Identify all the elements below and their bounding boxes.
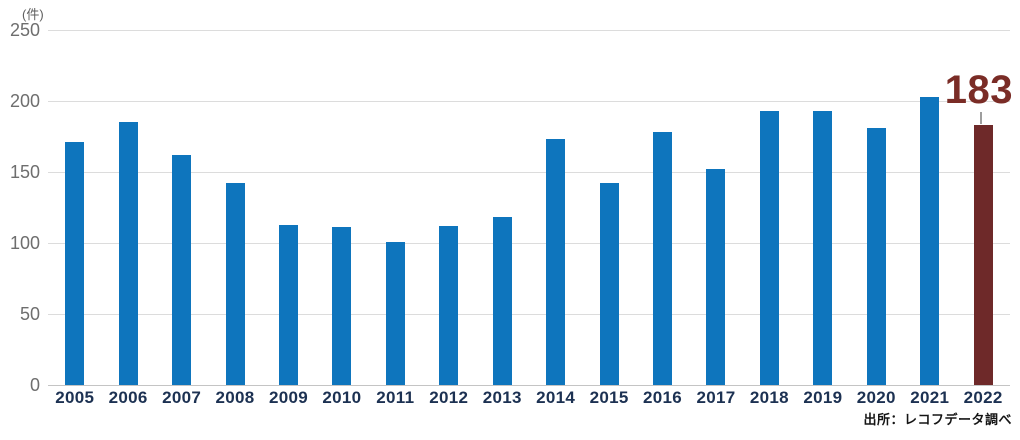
bar-slot-2011 (369, 30, 422, 385)
bar-slot-2008 (208, 30, 261, 385)
y-tick-label-100: 100 (9, 233, 40, 253)
gridline-250 (48, 30, 1010, 31)
bar-2013 (492, 217, 512, 385)
y-tick-label-150: 150 (9, 162, 40, 182)
gridline-150 (48, 172, 1010, 173)
bar-slot-2010 (315, 30, 368, 385)
bar-2018 (759, 110, 779, 385)
bar-2016 (653, 132, 673, 385)
bar-2020 (866, 127, 886, 385)
x-tick-label-2016: 2016 (643, 388, 683, 407)
x-tick-label-2006: 2006 (108, 388, 148, 407)
y-tick-label-250: 250 (9, 20, 40, 40)
bar-2021 (920, 96, 940, 385)
gridline-50 (48, 314, 1010, 315)
x-tick-label-2007: 2007 (162, 388, 202, 407)
bar-slot-2016 (636, 30, 689, 385)
bar-slot-2005 (48, 30, 101, 385)
bar-2015 (599, 183, 619, 385)
highlight-value-label: 183 (944, 68, 1013, 112)
bar-slot-2020 (850, 30, 903, 385)
bar-2011 (385, 241, 405, 385)
bar-slot-2012 (422, 30, 475, 385)
x-tick-label-2021: 2021 (910, 388, 950, 407)
gridline-100 (48, 243, 1010, 244)
gridline-200 (48, 101, 1010, 102)
x-tick-label-2018: 2018 (749, 388, 789, 407)
x-tick-label-2012: 2012 (429, 388, 469, 407)
x-axis-labels: 2005 2006 2007 2008 2009 2010 2011 2012 2013 2014… (48, 388, 1010, 408)
bar-2017 (706, 169, 726, 385)
x-tick-label-2008: 2008 (215, 388, 255, 407)
bar-slot-2022 (956, 30, 1009, 385)
x-tick-label-2005: 2005 (55, 388, 95, 407)
y-tick-label-0: 0 (29, 375, 40, 395)
gridline-0 (48, 385, 1010, 386)
bar-2022 (973, 125, 993, 385)
bar-slot-2017 (689, 30, 742, 385)
x-tick-label-2011: 2011 (376, 388, 415, 407)
bar-2014 (546, 139, 566, 385)
bar-2008 (225, 183, 245, 385)
x-tick-label-2009: 2009 (268, 388, 308, 407)
bar-2007 (172, 154, 192, 385)
bar-slot-2019 (796, 30, 849, 385)
bar-2009 (278, 224, 298, 385)
bar-2012 (439, 225, 459, 385)
bar-slot-2014 (529, 30, 582, 385)
bar-2019 (813, 110, 833, 385)
x-tick-label-2013: 2013 (482, 388, 522, 407)
plot-area (48, 30, 1010, 386)
x-tick-label-2017: 2017 (696, 388, 736, 407)
bar-2005 (65, 142, 85, 385)
bar-slot-2006 (101, 30, 154, 385)
bar-slot-2013 (476, 30, 529, 385)
source-note: 出所：レコフデータ調べ (863, 412, 1012, 427)
x-tick-label-2015: 2015 (589, 388, 629, 407)
bars-container (48, 30, 1010, 385)
bar-slot-2009 (262, 30, 315, 385)
highlight-leader-tick (980, 112, 982, 124)
y-axis-unit-label: (件) (22, 7, 44, 22)
x-tick-label-2014: 2014 (536, 388, 576, 407)
bar-2006 (118, 122, 138, 385)
y-tick-label-200: 200 (9, 91, 40, 111)
x-tick-label-2010: 2010 (322, 388, 362, 407)
x-tick-label-2022: 2022 (963, 388, 1003, 407)
bar-slot-2021 (903, 30, 956, 385)
y-tick-label-50: 50 (19, 304, 40, 324)
bar-slot-2015 (582, 30, 635, 385)
x-tick-label-2019: 2019 (803, 388, 843, 407)
bar-2010 (332, 227, 352, 385)
bar-slot-2018 (743, 30, 796, 385)
bar-slot-2007 (155, 30, 208, 385)
x-tick-label-2020: 2020 (856, 388, 896, 407)
